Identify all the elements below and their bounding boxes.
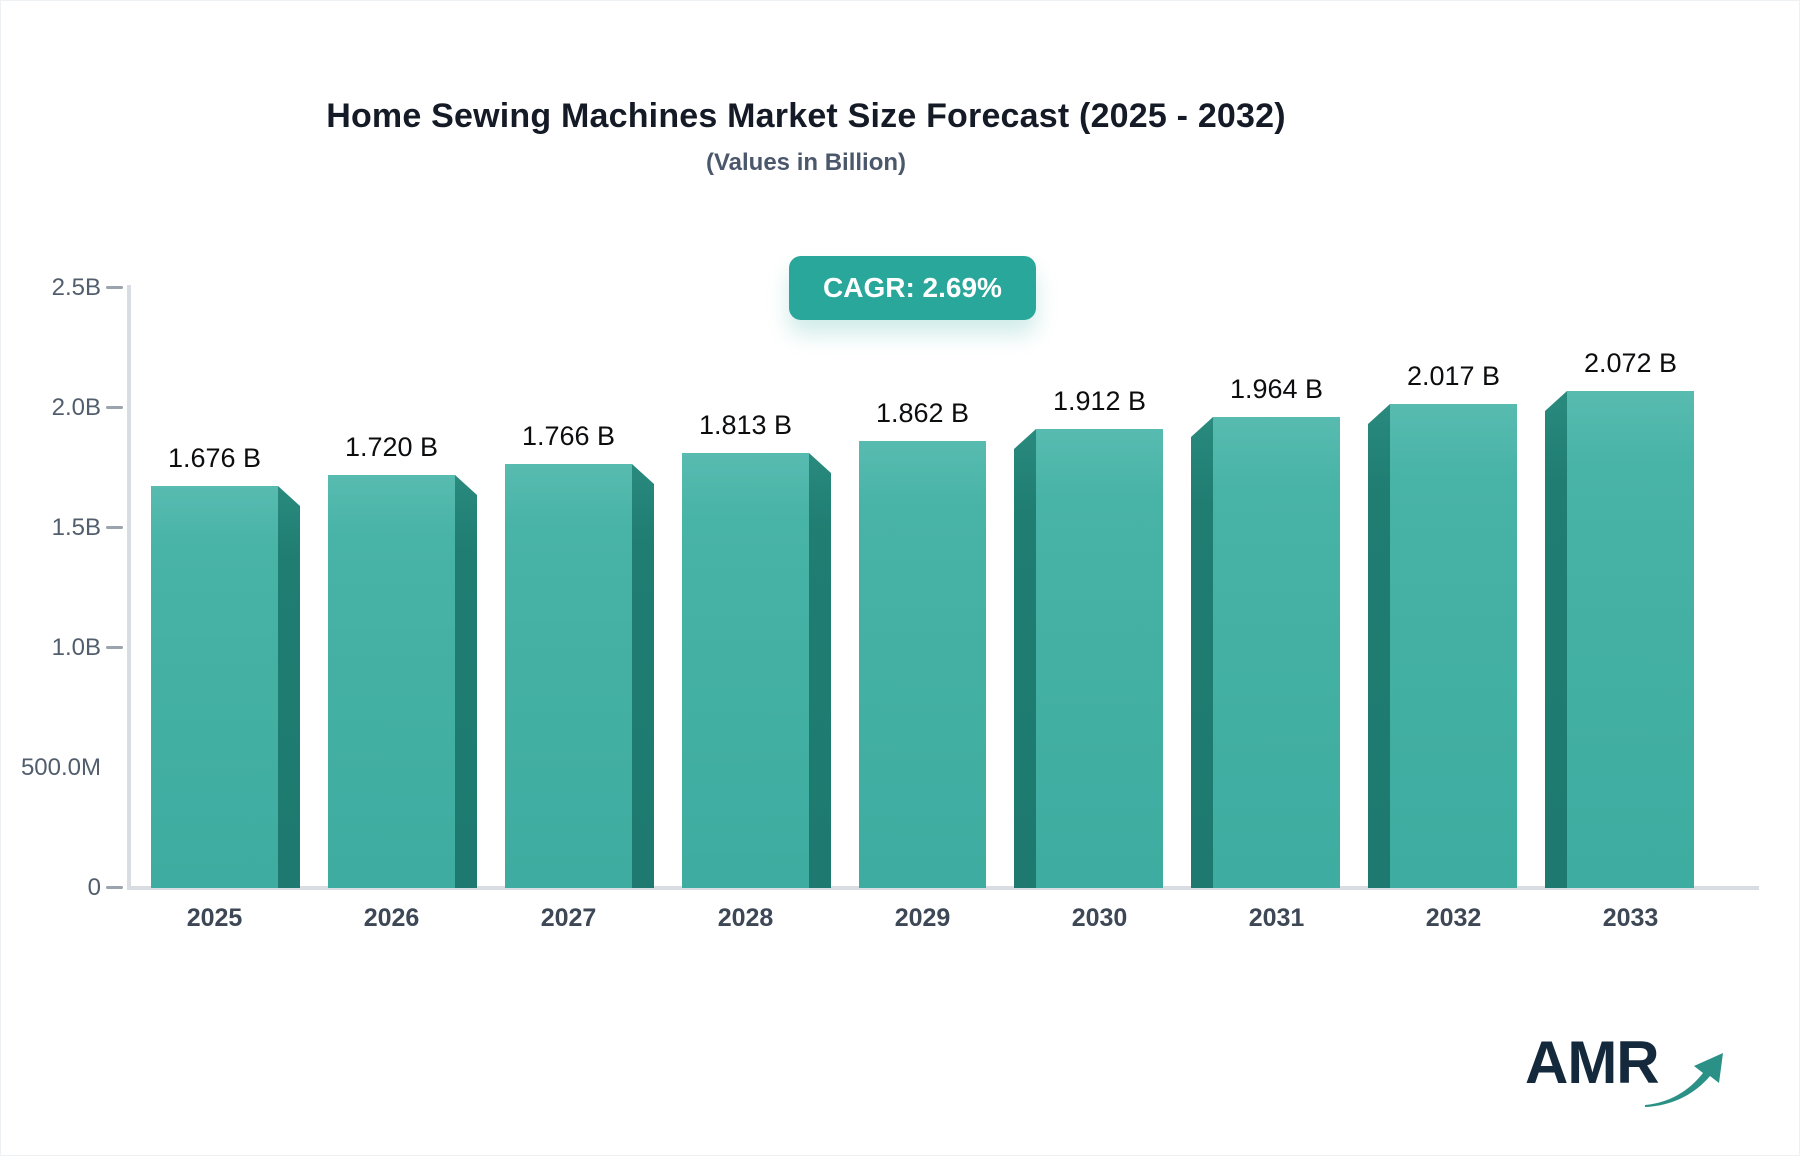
bar-2026: [328, 475, 455, 888]
x-axis-label-2033: 2033: [1602, 904, 1659, 932]
bar-side-2030: [1014, 429, 1036, 888]
x-axis-label-2025: 2025: [186, 904, 243, 932]
bar-2029: [859, 441, 986, 888]
bar-value-label: 1.912 B: [1052, 386, 1147, 416]
bar-value-label: 1.766 B: [521, 421, 616, 451]
bar-2030: [1036, 429, 1163, 888]
x-axis-label-2029: 2029: [894, 904, 951, 932]
x-axis-label-2027: 2027: [540, 904, 597, 932]
bar-2025: [151, 486, 278, 888]
bar-2031: [1213, 417, 1340, 888]
x-axis-label-2026: 2026: [363, 904, 420, 932]
bar-value-label: 1.964 B: [1229, 374, 1324, 404]
y-tick-label: 0: [87, 874, 101, 901]
bar-side-2033: [1545, 391, 1567, 888]
chart-subtitle: (Values in Billion): [705, 149, 907, 176]
bar-2033: [1567, 391, 1694, 888]
bar-2032: [1390, 404, 1517, 888]
bar-value-label: 1.720 B: [344, 432, 439, 462]
x-axis-label-2031: 2031: [1248, 904, 1305, 932]
y-axis-line: [127, 285, 131, 890]
y-tick-mark: [106, 526, 123, 529]
cagr-badge: CAGR: 2.69%: [789, 256, 1036, 320]
bar-2027: [505, 464, 632, 888]
x-axis-label-2030: 2030: [1071, 904, 1128, 932]
bar-side-2032: [1368, 404, 1390, 888]
bar-side-2028: [809, 453, 831, 888]
x-axis-label-2032: 2032: [1425, 904, 1482, 932]
y-tick-mark: [106, 646, 123, 649]
y-tick-mark: [106, 406, 123, 409]
bar-value-label: 1.813 B: [698, 410, 793, 440]
bar-side-2027: [632, 464, 654, 888]
bar-side-2026: [455, 475, 477, 888]
x-axis-label-2028: 2028: [717, 904, 774, 932]
bar-2028: [682, 453, 809, 888]
x-axis-line: [127, 886, 1759, 890]
y-tick-mark: [106, 886, 123, 889]
bar-side-2025: [278, 486, 300, 888]
bar-value-label: 2.072 B: [1583, 348, 1678, 378]
y-tick-label: 2.5B: [51, 274, 101, 301]
chart-title: Home Sewing Machines Market Size Forecas…: [326, 97, 1286, 135]
bar-value-label: 2.017 B: [1406, 361, 1501, 391]
bar-side-2031: [1191, 417, 1213, 888]
growth-arrow-icon: [1644, 1053, 1723, 1107]
y-tick-label: 2.0B: [51, 394, 101, 421]
y-tick-label: 500.0M: [20, 754, 101, 781]
bar-value-label: 1.862 B: [875, 398, 970, 428]
y-tick-label: 1.0B: [51, 634, 101, 661]
amr-logo: AMR: [1525, 1027, 1727, 1113]
amr-logo-text: AMR: [1525, 1029, 1660, 1096]
bar-value-label: 1.676 B: [167, 443, 262, 473]
y-tick-label: 1.5B: [51, 514, 101, 541]
y-tick-mark: [106, 286, 123, 289]
